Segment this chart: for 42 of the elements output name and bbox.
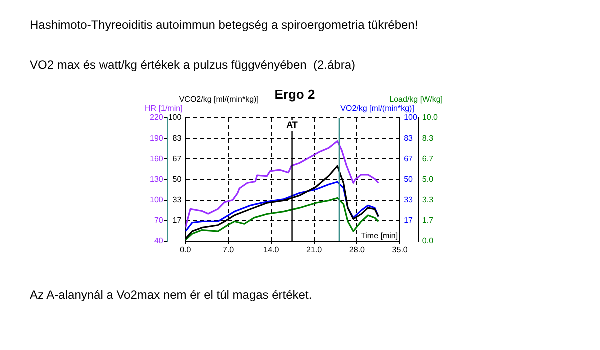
y2-tick-label: 17	[172, 216, 182, 226]
text: Az A-alanynál a Vo2max nem ér el túl magas értéket.	[30, 288, 312, 302]
y-axis-title: HR [1/min]	[145, 104, 183, 114]
y-tick-label: 40	[154, 236, 164, 246]
text: Ergo 2	[274, 87, 316, 102]
y3-tick-label: 0.0	[422, 236, 434, 246]
chart-title: Hashimoto-Thyreoiditis autoimmun betegség a spiroergometria tükrében!	[30, 18, 418, 32]
text: 83	[404, 134, 413, 143]
y2-tick-label: 67	[172, 154, 182, 164]
y3-tick-label: 6.7	[422, 154, 434, 164]
y3-axis-title: Load/kg [W/kg]	[390, 95, 443, 104]
text: 67	[404, 154, 413, 164]
y-tick-label: 190	[150, 134, 164, 143]
text: 100	[404, 113, 418, 122]
chart-subtitle: VO2 max és watt/kg értékek a pulzus függvényében (2.ábra)	[30, 58, 356, 72]
x-tick-label: 7.0	[223, 245, 235, 254]
text: 33	[404, 195, 413, 204]
y2-axis-title: VCO2/kg [ml/(min*kg)]	[179, 95, 259, 104]
y3-tick-label: 1.7	[422, 216, 434, 226]
text: 50	[404, 174, 413, 184]
x-tick-label: 28.0	[349, 245, 366, 254]
x-axis-title: Time [min]	[361, 232, 398, 241]
y2-tick-label: 100	[168, 113, 182, 122]
text: 17	[404, 216, 413, 226]
text: VO2/kg [ml/(min*kg)]	[340, 104, 414, 114]
y-tick-label: 160	[150, 154, 164, 164]
y-tick-label: 220	[150, 113, 164, 122]
y-tick-label: 100	[150, 195, 164, 204]
y-tick-label: 130	[150, 174, 164, 184]
y2-tick-label: 83	[172, 134, 182, 143]
x-tick-label: 0.0	[180, 245, 192, 254]
y2-tick-label: 50	[172, 174, 182, 184]
x-tick-label: 21.0	[306, 245, 323, 254]
x-tick-label: 35.0	[392, 245, 408, 254]
y3-tick-label: 3.3	[422, 195, 434, 204]
y3-tick-label: 8.3	[422, 134, 434, 143]
ref-line-label: AT	[286, 120, 298, 130]
y-tick-label: 70	[154, 216, 164, 226]
x-tick-label: 14.0	[264, 245, 280, 254]
y3-tick-label: 5.0	[422, 174, 434, 184]
y2-tick-label: 33	[172, 195, 182, 204]
y3-tick-label: 10.0	[422, 113, 439, 122]
